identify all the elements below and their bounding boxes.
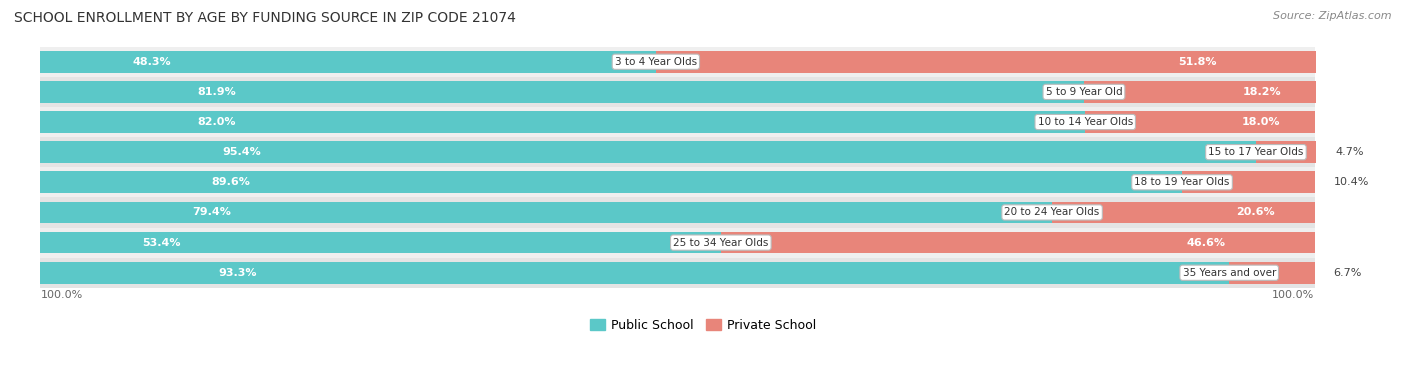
Bar bbox=[41, 257, 1315, 288]
Bar bbox=[41, 107, 1315, 137]
Bar bbox=[655, 51, 1316, 73]
Text: 81.9%: 81.9% bbox=[197, 87, 236, 97]
Text: 82.0%: 82.0% bbox=[197, 117, 236, 127]
Bar bbox=[1229, 262, 1315, 284]
Bar bbox=[1182, 172, 1315, 193]
Bar bbox=[721, 232, 1315, 253]
Text: 79.4%: 79.4% bbox=[193, 207, 231, 218]
Text: 15 to 17 Year Olds: 15 to 17 Year Olds bbox=[1208, 147, 1303, 157]
Text: 51.8%: 51.8% bbox=[1178, 57, 1216, 67]
Bar bbox=[1256, 141, 1316, 163]
Text: 18 to 19 Year Olds: 18 to 19 Year Olds bbox=[1135, 177, 1230, 187]
Text: 25 to 34 Year Olds: 25 to 34 Year Olds bbox=[673, 238, 769, 248]
Bar bbox=[41, 81, 1084, 103]
Bar bbox=[41, 111, 1085, 133]
Bar bbox=[41, 137, 1315, 167]
Text: 93.3%: 93.3% bbox=[219, 268, 257, 278]
Bar bbox=[1084, 81, 1316, 103]
Text: 18.2%: 18.2% bbox=[1243, 87, 1281, 97]
Text: SCHOOL ENROLLMENT BY AGE BY FUNDING SOURCE IN ZIP CODE 21074: SCHOOL ENROLLMENT BY AGE BY FUNDING SOUR… bbox=[14, 11, 516, 25]
Text: 20 to 24 Year Olds: 20 to 24 Year Olds bbox=[1004, 207, 1099, 218]
Text: 48.3%: 48.3% bbox=[132, 57, 172, 67]
Bar bbox=[1085, 111, 1315, 133]
Bar bbox=[41, 202, 1052, 223]
Text: 18.0%: 18.0% bbox=[1241, 117, 1279, 127]
Bar bbox=[41, 227, 1315, 257]
Bar bbox=[41, 77, 1315, 107]
Text: 100.0%: 100.0% bbox=[41, 290, 83, 300]
Bar bbox=[41, 262, 1229, 284]
Text: 46.6%: 46.6% bbox=[1187, 238, 1226, 248]
Bar bbox=[41, 232, 721, 253]
Legend: Public School, Private School: Public School, Private School bbox=[585, 314, 821, 337]
Text: 6.7%: 6.7% bbox=[1334, 268, 1362, 278]
Bar bbox=[41, 167, 1315, 198]
Text: 10.4%: 10.4% bbox=[1334, 177, 1369, 187]
Text: 53.4%: 53.4% bbox=[142, 238, 181, 248]
Bar bbox=[1052, 202, 1315, 223]
Text: 3 to 4 Year Olds: 3 to 4 Year Olds bbox=[614, 57, 697, 67]
Text: 35 Years and over: 35 Years and over bbox=[1182, 268, 1275, 278]
Text: 10 to 14 Year Olds: 10 to 14 Year Olds bbox=[1038, 117, 1133, 127]
Bar bbox=[41, 51, 655, 73]
Text: 95.4%: 95.4% bbox=[222, 147, 262, 157]
Text: 4.7%: 4.7% bbox=[1334, 147, 1364, 157]
Bar bbox=[41, 172, 1182, 193]
Text: 100.0%: 100.0% bbox=[1272, 290, 1315, 300]
Text: 20.6%: 20.6% bbox=[1236, 207, 1275, 218]
Text: 89.6%: 89.6% bbox=[212, 177, 250, 187]
Text: 5 to 9 Year Old: 5 to 9 Year Old bbox=[1046, 87, 1122, 97]
Bar bbox=[41, 198, 1315, 227]
Text: Source: ZipAtlas.com: Source: ZipAtlas.com bbox=[1274, 11, 1392, 21]
Bar bbox=[41, 141, 1256, 163]
Bar bbox=[41, 47, 1315, 77]
